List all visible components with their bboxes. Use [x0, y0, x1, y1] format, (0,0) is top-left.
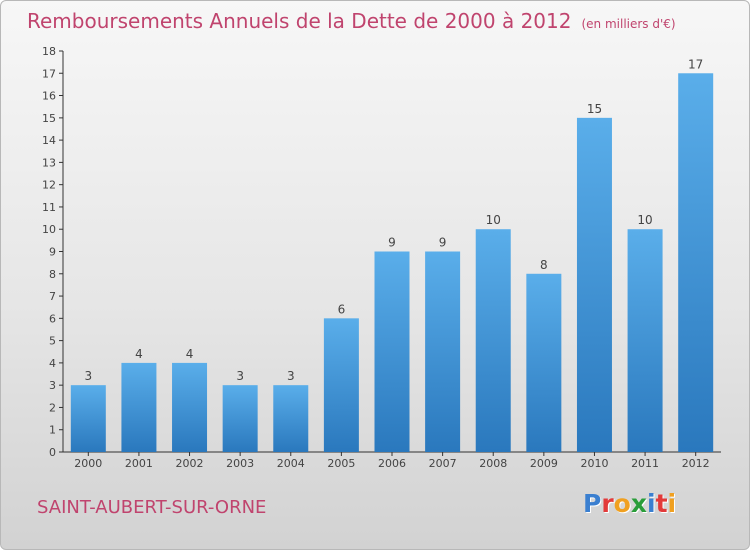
bar: [70, 385, 106, 452]
y-tick-label: 10: [42, 223, 56, 236]
proxiti-logo: Proxiti: [583, 489, 676, 518]
x-tick-label: 2002: [176, 457, 204, 470]
bar: [273, 385, 309, 452]
data-label: 9: [388, 236, 396, 250]
chart-title: Remboursements Annuels de la Dette de 20…: [27, 9, 676, 33]
data-label: 10: [486, 213, 501, 227]
data-label: 15: [587, 102, 602, 116]
bars: 3 4 4 3 3 6 9 9 10 8 15 10 17: [70, 57, 714, 453]
logo-letter: o: [613, 489, 631, 518]
commune-name: SAINT-AUBERT-SUR-ORNE: [37, 497, 267, 518]
data-label: 6: [338, 302, 346, 316]
y-tick-label: 11: [42, 201, 56, 214]
bar: [323, 318, 359, 452]
y-tick-label: 3: [49, 379, 56, 392]
x-tick-label: 2011: [631, 457, 659, 470]
x-tick-label: 2004: [277, 457, 305, 470]
x-tick-label: 2003: [226, 457, 254, 470]
y-tick-label: 13: [42, 156, 56, 169]
logo-letter: i: [647, 489, 656, 518]
bar: [475, 229, 511, 452]
x-tick-label: 2001: [125, 457, 153, 470]
bar: [425, 251, 461, 452]
y-tick-label: 2: [49, 401, 56, 414]
x-tick-label: 2010: [580, 457, 608, 470]
data-label: 4: [186, 347, 194, 361]
x-tick-label: 2005: [327, 457, 355, 470]
y-tick-label: 0: [49, 446, 56, 459]
y-tick-label: 6: [49, 312, 56, 325]
data-label: 3: [84, 369, 92, 383]
y-tick-label: 8: [49, 268, 56, 281]
bar: [576, 117, 612, 452]
logo-letter: P: [583, 489, 602, 518]
data-label: 3: [287, 369, 295, 383]
y-tick-label: 16: [42, 90, 56, 103]
data-label: 9: [439, 236, 447, 250]
bar: [627, 229, 663, 452]
data-label: 4: [135, 347, 143, 361]
y-tick-label: 18: [42, 45, 56, 58]
data-label: 3: [236, 369, 244, 383]
y-tick-label: 9: [49, 246, 56, 259]
bar: [526, 273, 562, 452]
logo-letter: i: [667, 489, 677, 518]
y-tick-label: 7: [49, 290, 56, 303]
x-tick-label: 2000: [74, 457, 102, 470]
bar: [374, 251, 410, 452]
data-label: 17: [688, 57, 703, 71]
x-tick-label: 2009: [530, 457, 558, 470]
y-tick-label: 5: [49, 335, 56, 348]
bar: [121, 362, 157, 452]
bar: [678, 73, 714, 453]
unit-note: (en milliers d'€): [581, 17, 676, 31]
y-tick-label: 14: [42, 134, 56, 147]
y-tick-label: 4: [49, 357, 56, 370]
data-label: 10: [637, 213, 652, 227]
y-tick-label: 12: [42, 179, 56, 192]
y-tick-label: 17: [42, 67, 56, 80]
x-tick-label: 2007: [429, 457, 457, 470]
data-label: 8: [540, 258, 548, 272]
title-text: Remboursements Annuels de la Dette de 20…: [27, 9, 572, 33]
bar: [222, 385, 258, 452]
x-tick-label: 2006: [378, 457, 406, 470]
x-tick-label: 2008: [479, 457, 507, 470]
y-tick-label: 15: [42, 112, 56, 125]
x-tick-label: 2012: [682, 457, 710, 470]
logo-letter: t: [655, 489, 668, 518]
logo-letter: x: [630, 489, 647, 518]
bar: [172, 362, 208, 452]
logo-letter: r: [601, 489, 614, 518]
y-tick-label: 1: [49, 424, 56, 437]
